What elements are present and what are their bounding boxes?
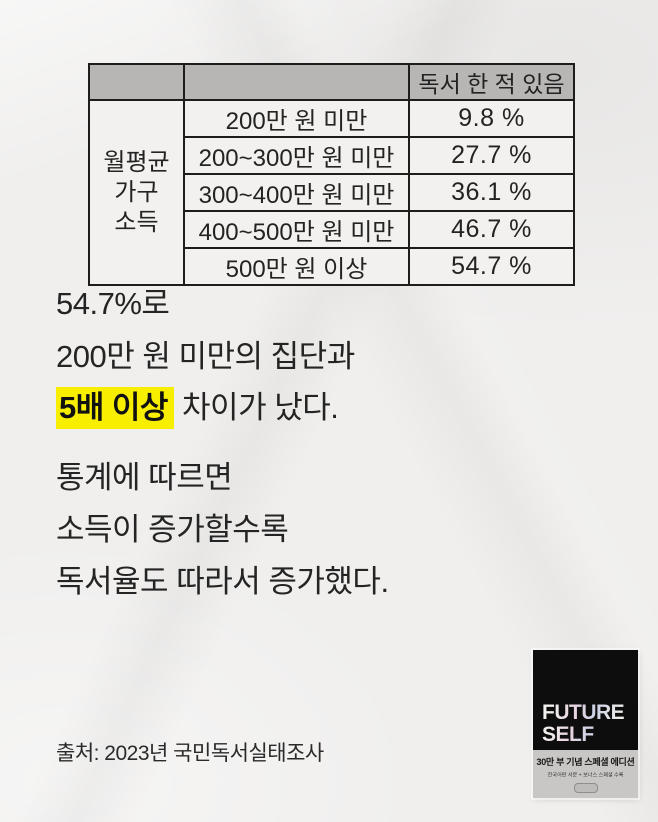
body-text-line: 54.7%로	[56, 286, 170, 321]
row-group-label: 월평균 가구 소득	[88, 99, 185, 286]
body-text-line: 200만 원 미만의 집단과	[56, 339, 355, 374]
income-bracket-label: 400~500만 원 미만	[183, 210, 410, 249]
income-bracket-label: 300~400만 원 미만	[183, 173, 410, 212]
body-text-line: 소득이 증가할수록	[56, 512, 289, 547]
reading-rate-value: 36.1 %	[408, 173, 575, 212]
reading-rate-value: 9.8 %	[408, 99, 575, 138]
header-cell-empty-1	[88, 63, 185, 101]
table-row: 월평균 가구 소득 200만 원 미만 9.8 %	[88, 99, 575, 286]
edition-subtext: 한국어판 서문 + 보너스 스페셜 수록	[547, 773, 624, 779]
book-cover-band: 30만 부 기념 스페셜 에디션 한국어판 서문 + 보너스 스페셜 수록	[533, 750, 638, 798]
source-citation: 출처: 2023년 국민독서실태조사	[56, 742, 324, 765]
income-bracket-label: 200~300만 원 미만	[183, 136, 410, 175]
book-cover: FUTURE SELF 30만 부 기념 스페셜 에디션 한국어판 서문 + 보…	[533, 650, 638, 798]
highlighted-text: 5배 이상	[56, 387, 174, 429]
table-row: 500만 원 이상 54.7 %	[89, 247, 575, 286]
body-text-line: 통계에 따르면	[56, 460, 233, 495]
income-bracket-label: 200만 원 미만	[183, 99, 410, 138]
book-cover-front: FUTURE SELF	[533, 650, 638, 750]
header-cell-empty-2	[183, 63, 410, 101]
book-title: FUTURE SELF	[542, 702, 624, 746]
table-header-row: 독서 한 적 있음	[88, 63, 575, 101]
reading-rate-table: 독서 한 적 있음 월평균 가구 소득 200만 원 미만 9.8 % 200~…	[88, 63, 575, 286]
edition-text: 30만 부 기념 스페셜 에디션	[536, 757, 635, 767]
book-title-line1: FUTURE	[542, 701, 625, 724]
table-row: 400~500만 원 미만 46.7 %	[89, 210, 575, 249]
publisher-logo	[573, 783, 598, 793]
body-text-line: 5배 이상 차이가 났다.	[56, 387, 339, 429]
body-text-rest: 차이가 났다.	[173, 390, 339, 425]
reading-rate-value: 46.7 %	[408, 210, 575, 249]
reading-rate-value: 27.7 %	[408, 136, 575, 175]
book-title-line2: SELF	[542, 723, 594, 746]
header-cell-read-experience: 독서 한 적 있음	[408, 63, 575, 101]
body-text-line: 독서율도 따라서 증가했다.	[56, 564, 389, 599]
table-row: 200~300만 원 미만 27.7 %	[89, 136, 575, 175]
table-row: 300~400만 원 미만 36.1 %	[89, 173, 575, 212]
reading-rate-value: 54.7 %	[408, 247, 575, 286]
income-bracket-label: 500만 원 이상	[183, 247, 410, 286]
